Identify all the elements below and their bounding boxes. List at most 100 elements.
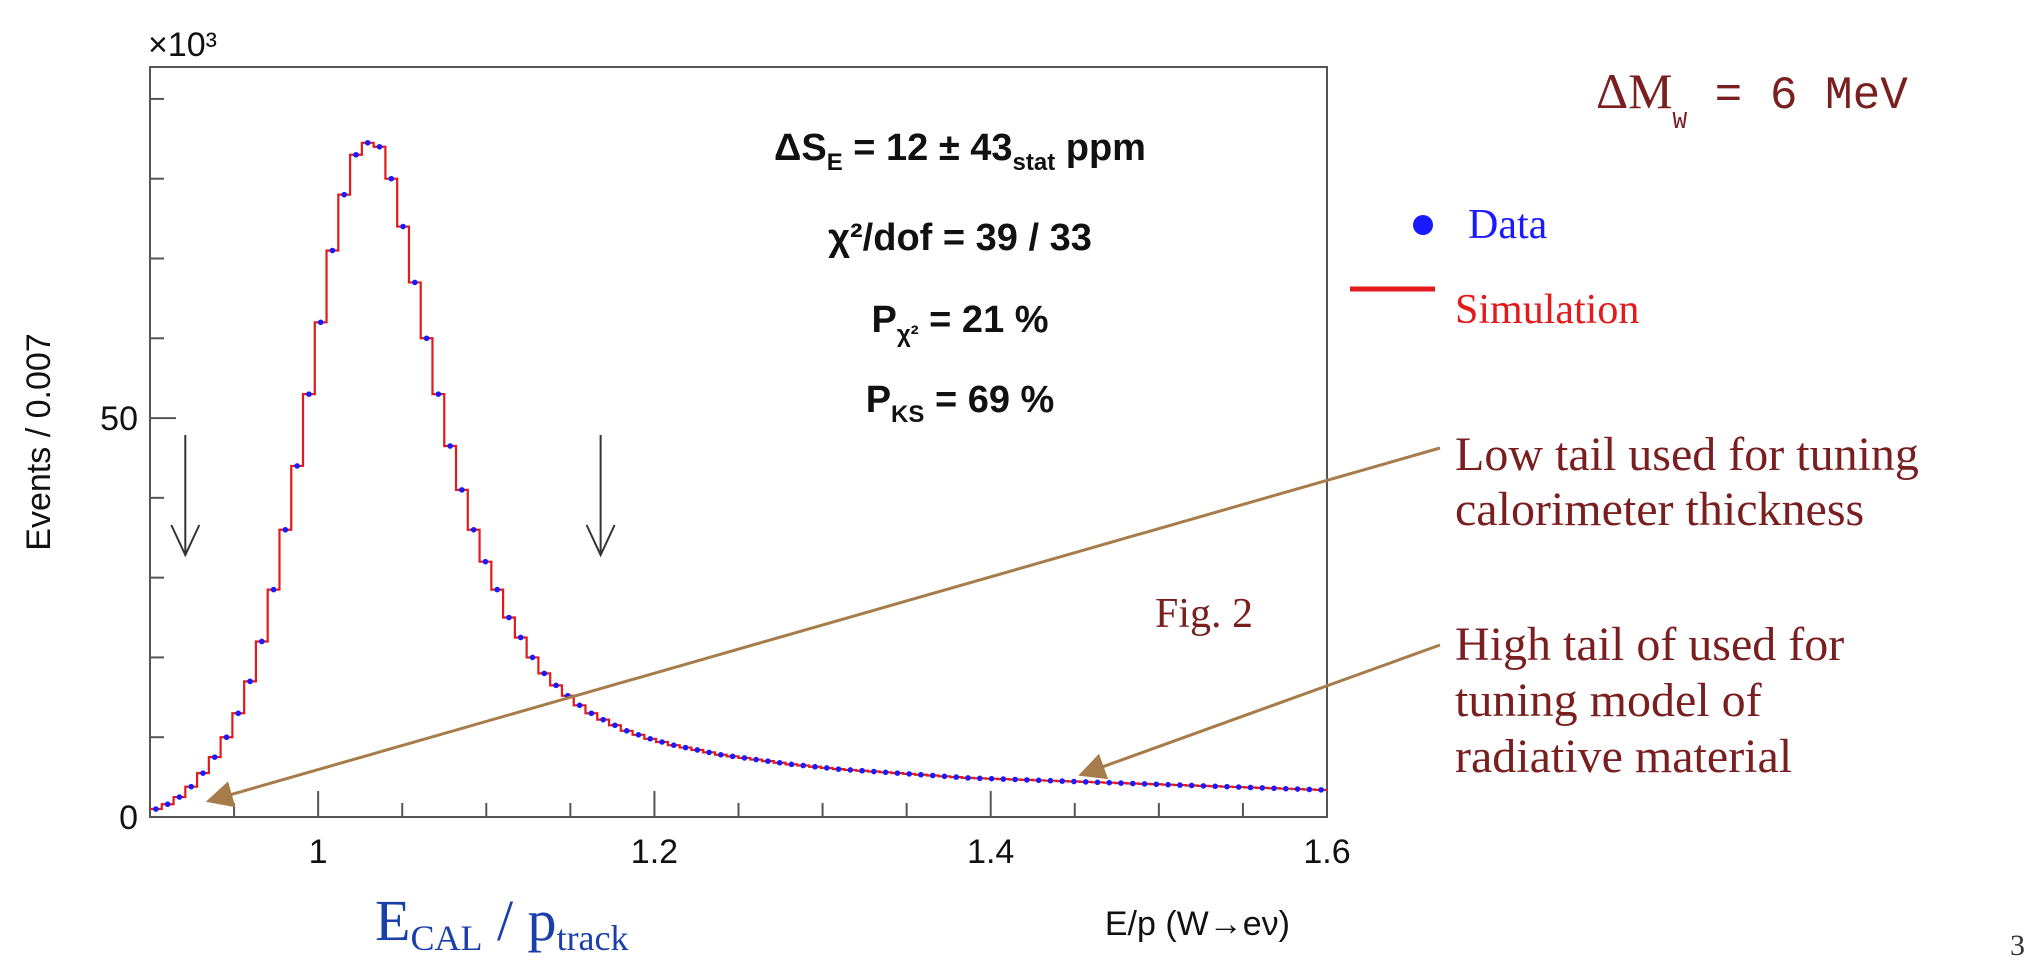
x-tick-label: 1 — [309, 833, 328, 871]
data-point — [823, 765, 830, 771]
data-point — [1082, 779, 1089, 785]
fit-stat-part: = 12 ± 43 — [843, 127, 1013, 169]
delta-mw-base: ΔM — [1596, 63, 1673, 119]
data-point — [694, 747, 701, 753]
data-point — [847, 767, 854, 773]
legend: Data Simulation — [1350, 202, 1639, 333]
data-point — [623, 728, 630, 734]
data-point — [976, 775, 983, 782]
simulation-series — [150, 141, 1327, 811]
data-point — [423, 335, 430, 342]
data-point — [788, 761, 795, 768]
data-point — [659, 739, 665, 745]
data-point — [176, 794, 183, 800]
data-point — [482, 558, 489, 565]
x-axis-label: E/p (W→eν) — [1105, 905, 1290, 943]
data-point — [1235, 784, 1242, 790]
data-point — [929, 772, 936, 779]
data-point — [1318, 787, 1324, 793]
y-axis-label: Events / 0.007 — [20, 333, 58, 550]
data-point — [776, 759, 783, 766]
data-point — [364, 139, 371, 146]
fit-stat-part: P — [866, 379, 891, 421]
low-tail-text: calorimeter thickness — [1455, 483, 1864, 536]
data-point — [412, 279, 418, 286]
high-tail-text: tuning model of — [1455, 674, 1762, 727]
low-tail-text: Low tail used for tuning — [1455, 428, 1919, 481]
data-point — [1247, 784, 1254, 791]
plot-frame — [149, 66, 1328, 818]
data-point — [282, 526, 289, 533]
data-point — [682, 744, 689, 751]
data-point — [741, 755, 748, 761]
data-point — [1224, 783, 1230, 790]
data-point — [1129, 780, 1136, 787]
high-tail-text: High tail of used for — [1455, 618, 1844, 671]
data-point — [600, 716, 606, 723]
data-point — [588, 710, 595, 717]
data-point — [188, 783, 194, 790]
data-point — [1153, 781, 1160, 788]
data-point — [353, 151, 359, 158]
data-point — [506, 614, 512, 621]
ecal-sub2: track — [557, 918, 629, 958]
legend-data-marker — [1413, 215, 1433, 235]
fit-stat-line: χ²/dof = 39 / 33 — [828, 217, 1092, 259]
data-point — [1177, 782, 1183, 788]
data-point — [494, 586, 501, 593]
data-point — [1000, 776, 1007, 782]
data-point — [1283, 785, 1289, 792]
data-point — [329, 247, 336, 254]
data-point — [376, 143, 383, 150]
legend-data-label: Data — [1468, 202, 1548, 248]
data-point — [1271, 785, 1277, 792]
fit-stat-line: Pχ² = 21 % — [871, 299, 1048, 348]
data-point — [388, 175, 395, 182]
data-point — [894, 770, 901, 776]
data-point — [517, 634, 524, 641]
data-point — [765, 758, 771, 764]
data-point — [718, 751, 724, 758]
data-point — [1165, 781, 1171, 788]
data-point — [1024, 777, 1030, 783]
data-point — [247, 678, 253, 685]
data-point — [459, 487, 465, 493]
data-point — [859, 767, 865, 774]
data-point — [306, 391, 312, 397]
ecal-ptrack-label: ECAL / ptrack — [375, 888, 629, 958]
axis-ticks — [149, 97, 1328, 818]
fit-stat-part: stat — [1013, 149, 1056, 176]
delta-mw-tail: = 6 MeV — [1687, 70, 1908, 122]
fit-stat-part: KS — [891, 401, 924, 428]
ecal-mid: / p — [482, 888, 556, 953]
fit-stat-part: = 21 % — [919, 299, 1049, 341]
data-point — [235, 710, 242, 717]
data-point — [211, 754, 218, 760]
fit-stat-line: PKS = 69 % — [866, 379, 1055, 428]
x-tick-label: 1.4 — [967, 833, 1014, 871]
data-point — [1059, 778, 1065, 784]
fit-statistics: ΔSE = 12 ± 43stat ppm χ²/dof = 39 / 33 Pχ²… — [774, 127, 1146, 428]
fig-label: Fig. 2 — [1155, 591, 1253, 637]
data-point — [1094, 779, 1101, 786]
data-point — [812, 763, 818, 770]
x-tick-label: 1.2 — [631, 833, 678, 871]
data-point — [635, 732, 642, 738]
data-point — [223, 734, 230, 741]
data-point — [1141, 781, 1148, 787]
data-point — [1118, 780, 1124, 786]
ecal-sub: CAL — [410, 918, 482, 958]
y-multiplier: ×10³ — [148, 26, 217, 64]
data-point — [965, 775, 971, 781]
data-point — [941, 773, 948, 780]
data-point — [447, 443, 453, 449]
fit-stat-part: χ² — [897, 321, 919, 348]
data-point — [835, 766, 842, 772]
data-point — [470, 526, 477, 533]
slide-number: 3 — [2010, 929, 2025, 962]
data-point — [1035, 777, 1042, 784]
fit-stat-line: ΔSE = 12 ± 43stat ppm — [774, 127, 1146, 176]
data-point — [164, 801, 171, 808]
data-point — [871, 768, 877, 775]
